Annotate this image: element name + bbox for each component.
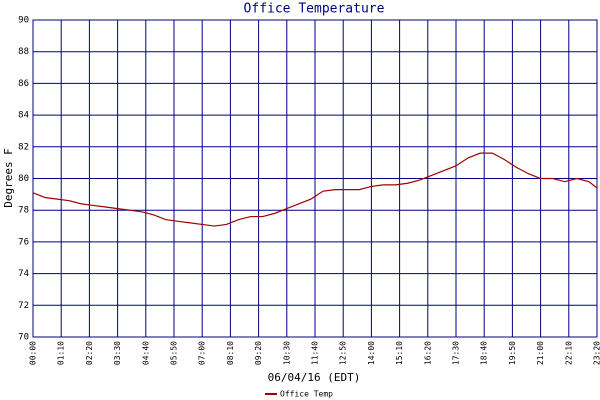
y-tick-label: 70 xyxy=(18,333,29,343)
x-tick-label: 12:50 xyxy=(339,341,348,365)
x-tick-label: 22:10 xyxy=(564,341,573,365)
x-tick-label: 23:20 xyxy=(593,341,600,365)
x-tick-label: 05:50 xyxy=(170,341,179,365)
x-tick-label: 09:20 xyxy=(254,341,263,365)
y-tick-label: 82 xyxy=(18,142,29,152)
x-tick-label: 18:40 xyxy=(480,341,489,365)
x-tick-label: 16:20 xyxy=(423,341,432,365)
chart-title: Office Temperature xyxy=(244,2,385,17)
y-tick-label: 74 xyxy=(18,269,29,279)
y-tick-label: 78 xyxy=(18,206,29,216)
y-tick-label: 80 xyxy=(18,174,29,184)
x-tick-label: 02:20 xyxy=(85,341,94,365)
x-tick-label: 04:40 xyxy=(141,341,150,365)
x-tick-label: 01:10 xyxy=(57,341,66,365)
y-tick-label: 88 xyxy=(18,47,29,57)
y-tick-label: 72 xyxy=(18,301,29,311)
x-tick-label: 17:30 xyxy=(452,341,461,365)
x-tick-label: 08:10 xyxy=(226,341,235,365)
x-axis-title: 06/04/16 (EDT) xyxy=(268,371,361,384)
x-tick-label: 03:30 xyxy=(113,341,122,365)
x-tick-label: 19:50 xyxy=(508,341,517,365)
x-tick-label: 07:00 xyxy=(198,341,207,365)
data-line xyxy=(32,152,598,227)
x-tick-label: 14:00 xyxy=(367,341,376,365)
y-tick-label: 86 xyxy=(18,79,29,89)
x-tick-label: 11:40 xyxy=(311,341,320,365)
x-tick-label: 15:10 xyxy=(395,341,404,365)
x-tick-label: 10:30 xyxy=(282,341,291,365)
x-tick-label: 21:00 xyxy=(536,341,545,365)
y-tick-label: 76 xyxy=(18,237,29,247)
legend-label: Office Temp xyxy=(280,390,333,399)
y-tick-label: 84 xyxy=(18,111,29,121)
y-tick-label: 90 xyxy=(18,16,29,26)
x-tick-label: 00:00 xyxy=(29,341,38,365)
y-axis-title: Degrees F xyxy=(2,148,15,208)
